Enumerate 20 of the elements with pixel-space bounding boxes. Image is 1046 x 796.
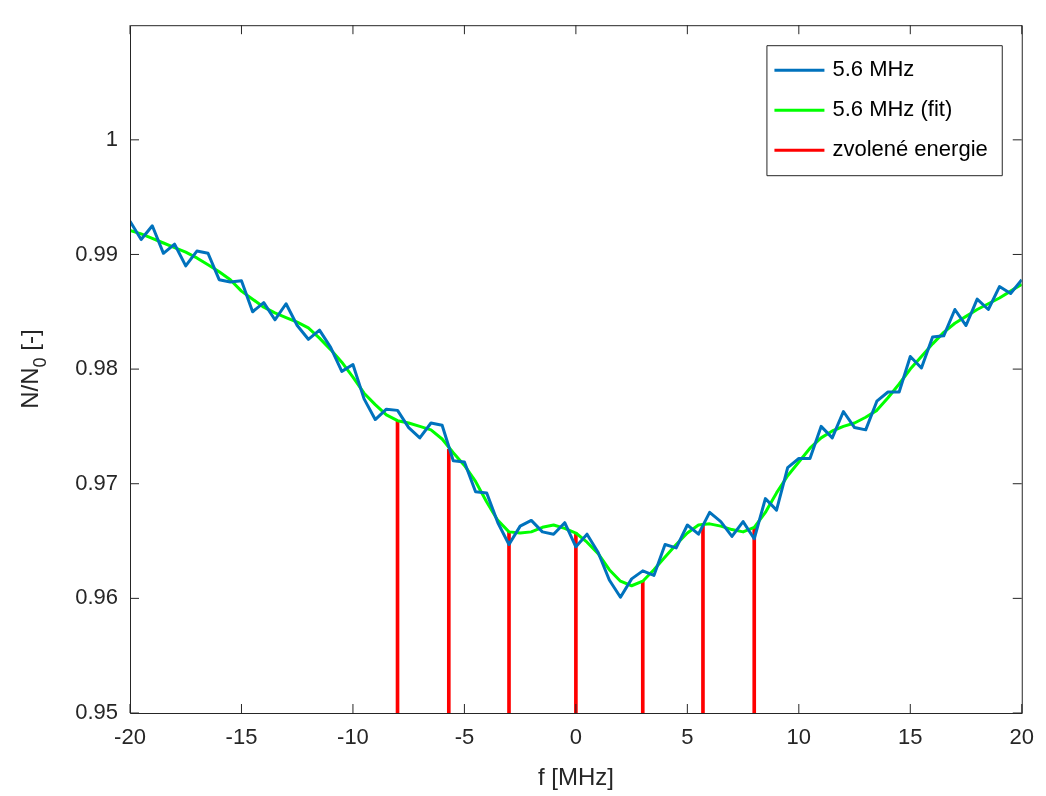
x-tick-label: 5 <box>681 724 694 750</box>
y-tick-label: 0.98 <box>75 355 118 381</box>
x-axis-title: f [MHz] <box>537 763 614 790</box>
y-tick-label: 0.95 <box>75 699 118 725</box>
legend-label: zvolené energie <box>832 136 988 162</box>
x-tick-label: 0 <box>569 724 583 750</box>
y-tick-label: 1 <box>105 125 118 151</box>
x-tick-label: -5 <box>454 724 475 750</box>
y-axis-title: N/N0 [-] <box>16 329 51 409</box>
y-tick-label: 0.99 <box>75 240 118 266</box>
x-tick-label: 15 <box>898 724 923 750</box>
y-tick-label: 0.97 <box>75 469 118 495</box>
x-tick-label: -20 <box>114 724 146 750</box>
legend-label: 5.6 MHz <box>832 56 915 82</box>
x-tick-label: -15 <box>225 724 258 750</box>
legend-label: 5.6 MHz (fit) <box>832 96 953 122</box>
y-tick-label: 0.96 <box>75 584 118 610</box>
x-tick-label: 10 <box>786 724 812 750</box>
x-tick-label: -10 <box>337 724 369 750</box>
x-tick-label: 20 <box>1009 724 1035 750</box>
